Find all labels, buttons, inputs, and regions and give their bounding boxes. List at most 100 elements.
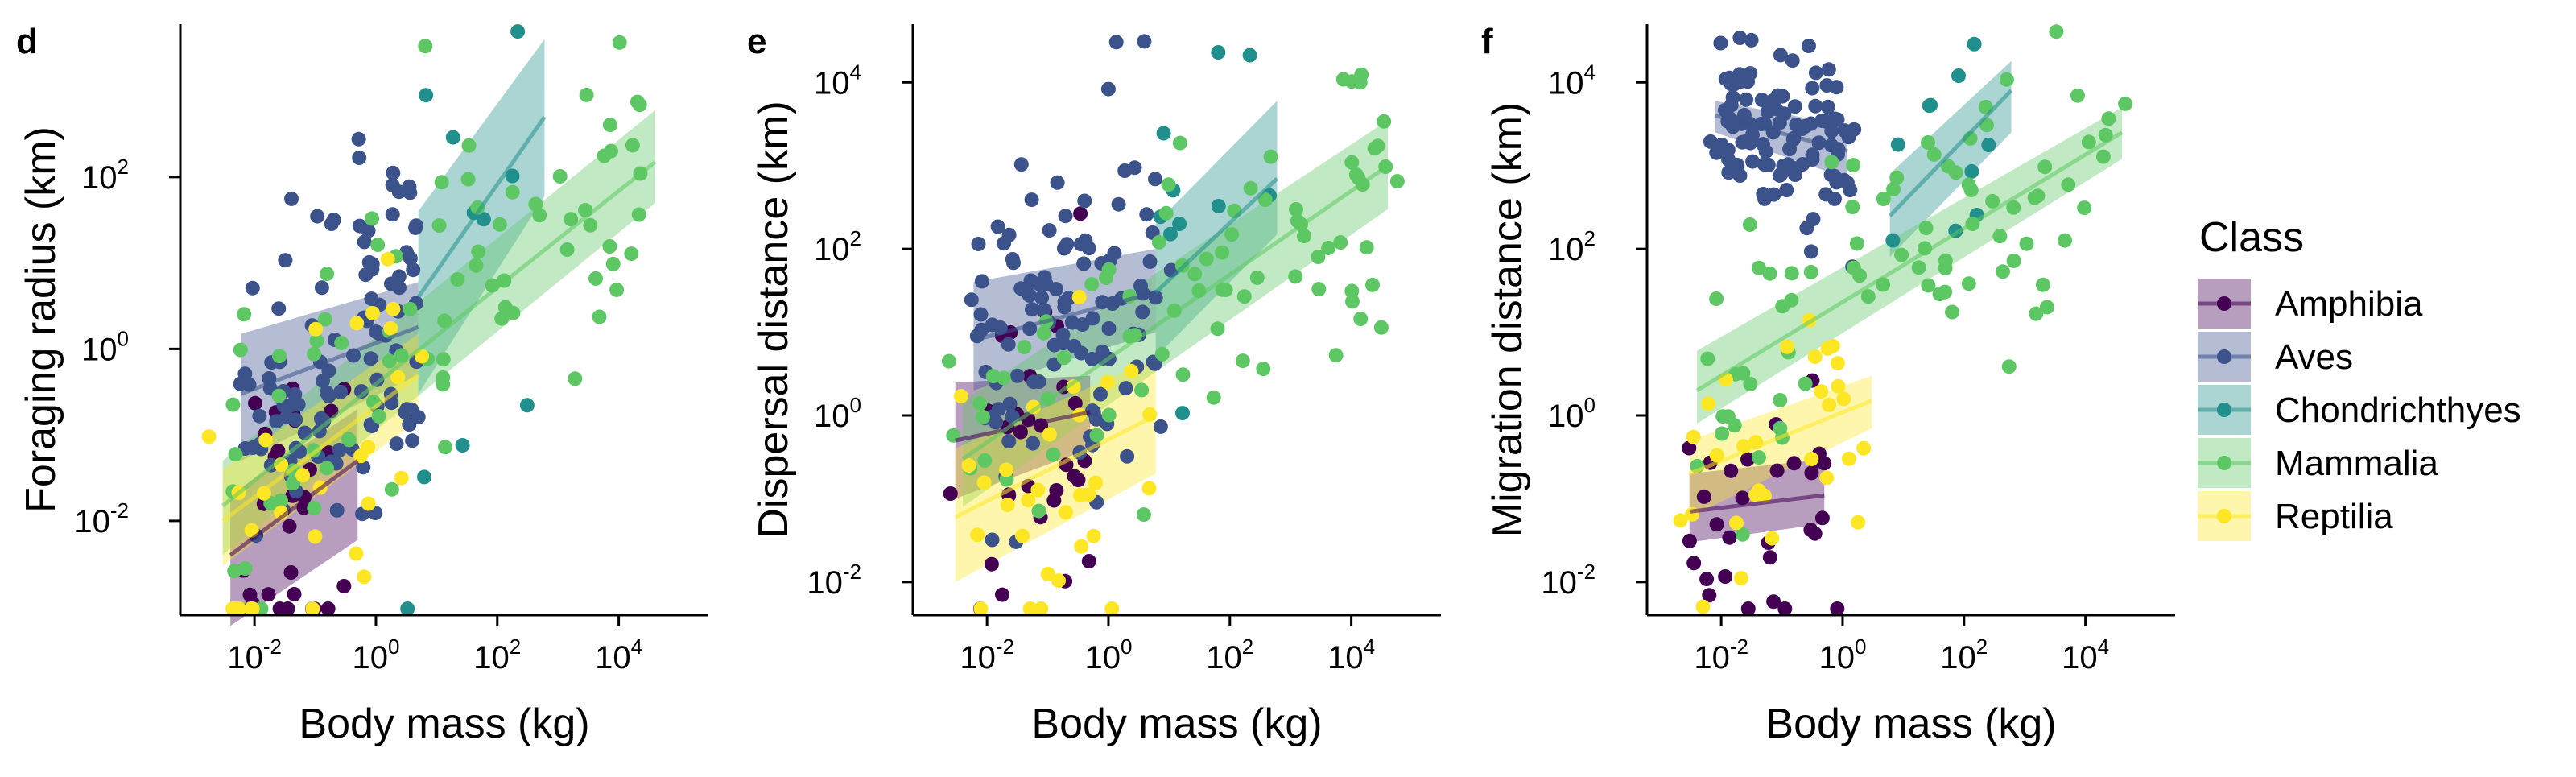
point-mammalia — [1784, 266, 1799, 281]
point-chondrichthyes — [1922, 98, 1937, 114]
y-tick-label: 10-2 — [807, 560, 861, 601]
point-reptilia — [365, 306, 380, 320]
point-aves — [1713, 35, 1728, 51]
point-aves — [1093, 386, 1108, 402]
point-aves — [1088, 411, 1104, 427]
point-mammalia — [370, 238, 386, 253]
point-aves — [1789, 118, 1804, 132]
point-chondrichthyes — [1242, 48, 1257, 63]
point-aves — [1757, 157, 1772, 172]
point-aves — [1782, 142, 1798, 156]
point-mammalia — [271, 388, 287, 403]
point-reptilia — [1051, 573, 1066, 589]
legend-key-point — [2217, 456, 2231, 470]
point-mammalia — [588, 271, 603, 286]
x-tick-label: 102 — [1940, 634, 1988, 676]
point-amphibia — [1814, 510, 1830, 526]
x-tick-label: 100 — [352, 634, 399, 676]
point-mammalia — [272, 349, 287, 364]
point-mammalia — [1938, 260, 1953, 275]
point-aves — [1758, 144, 1773, 159]
point-mammalia — [309, 333, 324, 349]
point-chondrichthyes — [1885, 233, 1901, 248]
point-aves — [385, 177, 400, 192]
point-chondrichthyes — [476, 212, 491, 227]
point-mammalia — [612, 35, 627, 50]
point-aves — [1075, 317, 1090, 333]
point-mammalia — [1172, 135, 1187, 151]
point-mammalia — [1017, 340, 1032, 355]
point-aves — [1001, 337, 1016, 352]
point-aves — [389, 436, 404, 452]
fit-line-amphibia — [1689, 493, 1825, 514]
point-reptilia — [970, 527, 985, 543]
point-aves — [1031, 374, 1046, 389]
point-reptilia — [1814, 384, 1829, 399]
point-reptilia — [961, 458, 976, 473]
point-reptilia — [1733, 571, 1748, 586]
point-aves — [392, 280, 407, 296]
point-mammalia — [1735, 527, 1750, 542]
point-mammalia — [1921, 278, 1936, 293]
ribbon-mammalia — [1697, 107, 2123, 424]
point-reptilia — [1729, 515, 1744, 531]
x-ticks-d: 10-2 100 102 104 — [227, 615, 642, 676]
point-mammalia — [1224, 227, 1240, 242]
point-aves — [291, 397, 306, 412]
point-aves — [1148, 172, 1162, 187]
point-aves — [1829, 80, 1844, 95]
point-aves — [1009, 368, 1025, 383]
point-reptilia — [1086, 528, 1101, 543]
point-amphibia — [943, 486, 958, 501]
point-aves — [1084, 352, 1100, 366]
point-mammalia — [497, 300, 513, 315]
point-mammalia — [1700, 351, 1715, 366]
point-amphibia — [1709, 517, 1724, 532]
point-aves — [1137, 34, 1152, 49]
point-reptilia — [999, 462, 1013, 477]
point-amphibia — [280, 601, 295, 616]
point-reptilia — [390, 370, 406, 385]
point-mammalia — [1365, 277, 1380, 292]
point-mammalia — [2001, 359, 2017, 374]
point-mammalia — [1715, 426, 1730, 441]
point-aves — [1732, 31, 1748, 45]
point-aves — [1773, 48, 1788, 63]
point-aves — [1745, 154, 1761, 169]
point-mammalia — [1101, 407, 1117, 423]
point-aves — [1739, 92, 1754, 107]
point-reptilia — [1074, 539, 1089, 554]
legend-items: Amphibia Aves Chondrichthyes Mammalia Reptil… — [2198, 279, 2521, 541]
point-mammalia — [1235, 353, 1250, 369]
point-chondrichthyes — [417, 469, 431, 485]
point-aves — [332, 443, 347, 457]
point-mammalia — [1996, 264, 2010, 279]
point-aves — [279, 410, 294, 425]
point-mammalia — [1911, 260, 1926, 275]
y-tick-label: 100 — [81, 326, 129, 367]
point-aves — [1802, 39, 1816, 53]
point-mammalia — [579, 87, 594, 102]
legend-label-reptilia: Reptilia — [2275, 497, 2393, 536]
point-mammalia — [1175, 367, 1191, 382]
point-amphibia — [1702, 588, 1717, 603]
point-mammalia — [1941, 159, 1955, 174]
x-tick-label: 102 — [473, 634, 521, 676]
point-mammalia — [2081, 134, 2096, 150]
point-aves — [1127, 160, 1142, 176]
point-aves — [406, 262, 421, 278]
point-mammalia — [1715, 409, 1731, 424]
point-amphibia — [1073, 206, 1088, 221]
point-aves — [1002, 396, 1018, 411]
y-ticks-f: 10-2 100 102 104 — [1541, 60, 1647, 601]
point-amphibia — [248, 395, 262, 411]
point-reptilia — [1686, 429, 1701, 444]
point-mammalia — [1136, 507, 1151, 523]
point-mammalia — [1926, 147, 1942, 162]
point-reptilia — [386, 301, 401, 316]
point-mammalia — [1389, 174, 1405, 189]
point-chondrichthyes — [1981, 138, 1996, 152]
fit-line-chondrichthyes — [416, 115, 547, 299]
point-mammalia — [1344, 283, 1360, 299]
